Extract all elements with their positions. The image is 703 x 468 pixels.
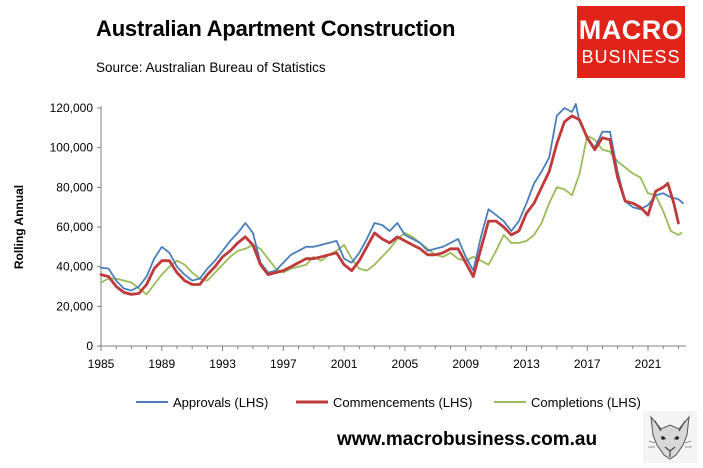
y-tick-label: 120,000 <box>50 101 94 115</box>
y-tick-label: 80,000 <box>56 180 93 194</box>
y-tick-label: 20,000 <box>56 299 93 313</box>
y-tick-label: 100,000 <box>50 141 94 155</box>
legend-label: Completions (LHS) <box>531 395 641 410</box>
series-line-1 <box>100 103 684 292</box>
y-axis-label: Rolling Annual <box>12 185 26 269</box>
y-tick-label: 60,000 <box>56 220 93 234</box>
x-tick-label: 1985 <box>88 357 115 371</box>
chart-title: Australian Apartment Construction <box>96 16 456 41</box>
wolf-logo-icon <box>643 411 697 463</box>
x-tick-label: 1993 <box>209 357 236 371</box>
chart-source: Source: Australian Bureau of Statistics <box>96 60 326 75</box>
series-line-2 <box>99 114 680 296</box>
x-tick-label: 2021 <box>635 357 662 371</box>
series-line-3 <box>100 134 683 296</box>
y-tick-label: 0 <box>86 339 93 353</box>
x-tick-label: 2005 <box>392 357 419 371</box>
x-tick-label: 2017 <box>574 357 601 371</box>
legend-label: Approvals (LHS) <box>173 395 268 410</box>
y-tick-label: 40,000 <box>56 260 93 274</box>
macrobusiness-logo: MACRO BUSINESS <box>577 6 685 78</box>
logo-line-2: BUSINESS <box>581 47 681 67</box>
x-tick-label: 2013 <box>513 357 540 371</box>
logo-line-1: MACRO <box>578 15 684 45</box>
x-tick-label: 1997 <box>270 357 297 371</box>
legend-label: Commencements (LHS) <box>333 395 472 410</box>
footer-url: www.macrobusiness.com.au <box>337 429 598 450</box>
x-tick-label: 1989 <box>148 357 175 371</box>
x-tick-label: 2001 <box>331 357 358 371</box>
x-tick-label: 2009 <box>452 357 479 371</box>
